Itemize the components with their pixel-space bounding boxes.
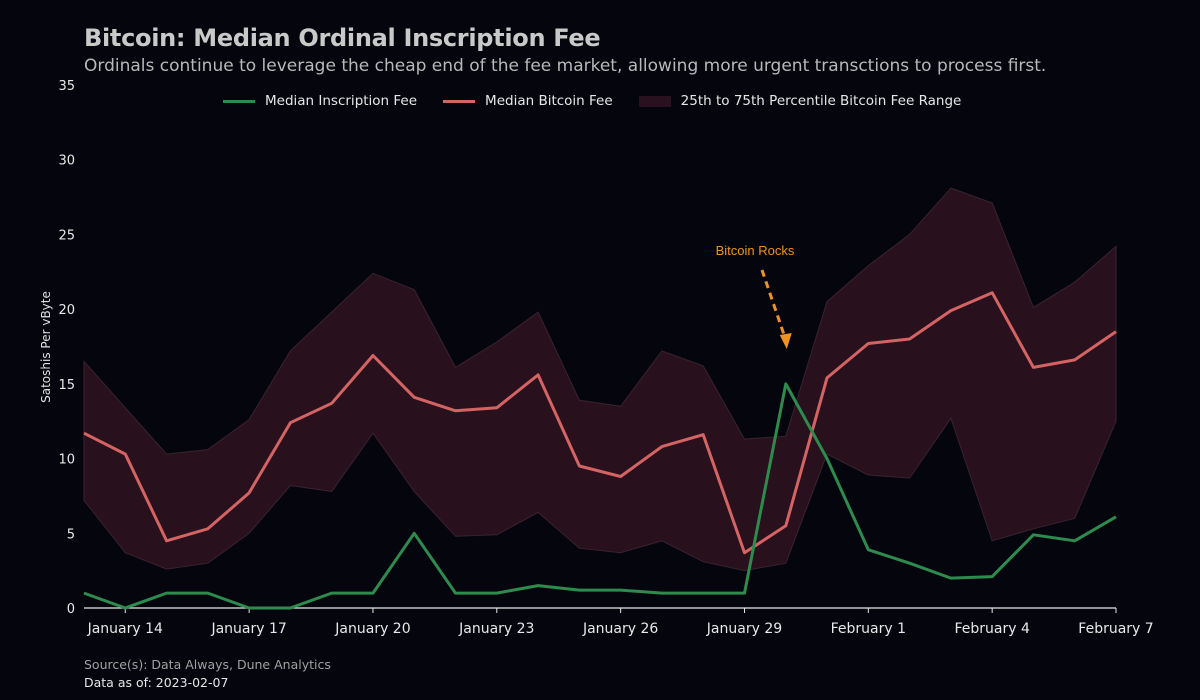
legend-item-fee-range: 25th to 75th Percentile Bitcoin Fee Rang… — [638, 93, 962, 109]
x-tick-label: January 26 — [582, 621, 658, 637]
x-tick-label: January 23 — [458, 621, 534, 637]
y-tick-label: 5 — [67, 527, 75, 542]
legend-swatch-fee-range — [638, 95, 671, 107]
y-tick-label: 0 — [67, 602, 75, 617]
y-tick-label: 10 — [58, 453, 75, 468]
x-tick-label: January 29 — [706, 621, 782, 637]
y-tick-label: 15 — [58, 378, 75, 393]
data-as-of-note: Data as of: 2023-02-07 — [84, 675, 229, 690]
legend-swatch-inscription — [223, 99, 255, 103]
median-inscription-fee-line — [83, 382, 1117, 610]
x-tick-label: February 7 — [1078, 621, 1153, 637]
annotation-arrow-head — [779, 332, 792, 349]
x-tick-label: January 20 — [334, 621, 410, 637]
legend-label-bitcoin-fee: Median Bitcoin Fee — [485, 93, 613, 109]
legend-label-inscription: Median Inscription Fee — [265, 93, 418, 109]
x-tick-label: January 17 — [210, 621, 286, 637]
legend-item-inscription: Median Inscription Fee — [223, 93, 417, 109]
median-bitcoin-fee-line — [83, 291, 1117, 555]
y-tick-label: 35 — [58, 79, 75, 94]
y-tick-label: 30 — [58, 154, 75, 169]
annotation-label: Bitcoin Rocks — [716, 243, 795, 258]
fee-range-band — [83, 187, 1117, 572]
chart-footer: Source(s): Data Always, Dune Analytics D… — [84, 656, 331, 692]
chart-title: Bitcoin: Median Ordinal Inscription Fee — [84, 24, 601, 52]
chart-subtitle: Ordinals continue to leverage the cheap … — [84, 56, 1047, 76]
y-tick-label: 25 — [58, 228, 75, 243]
chart-legend: Median Inscription Fee Median Bitcoin Fe… — [223, 93, 987, 109]
x-tick-label: February 4 — [954, 621, 1029, 637]
annotation-arrow-shaft — [760, 269, 787, 338]
y-tick-label: 20 — [58, 303, 75, 318]
y-axis-title: Satoshis Per vByte — [39, 291, 53, 403]
legend-swatch-bitcoin-fee — [443, 99, 476, 103]
x-tick-label: January 14 — [87, 621, 163, 637]
legend-label-fee-range: 25th to 75th Percentile Bitcoin Fee Rang… — [680, 93, 962, 109]
legend-item-bitcoin-fee: Median Bitcoin Fee — [443, 93, 613, 109]
source-note: Source(s): Data Always, Dune Analytics — [84, 657, 331, 672]
x-tick-label: February 1 — [831, 621, 906, 637]
